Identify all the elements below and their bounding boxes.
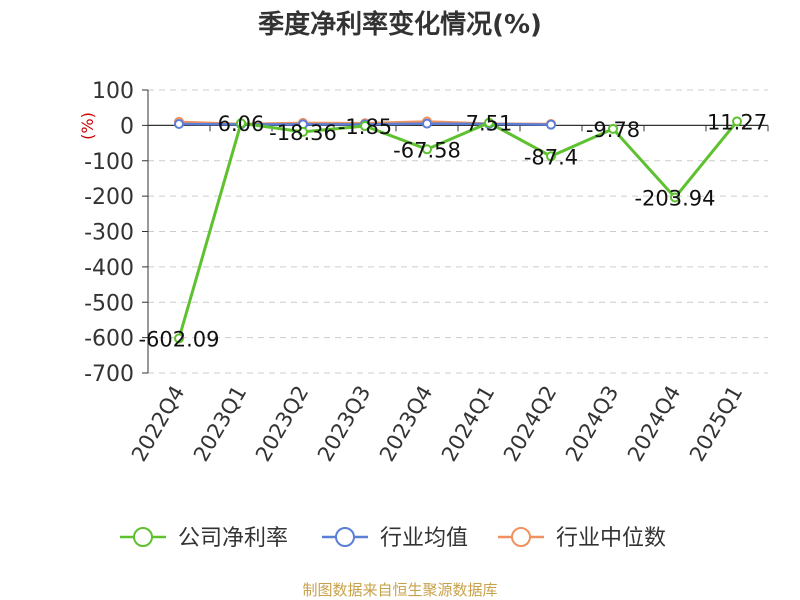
data-point	[546, 119, 556, 130]
x-tick-label: 2024Q3	[561, 382, 623, 466]
y-axis-label: (%)	[78, 112, 97, 140]
data-point	[732, 116, 742, 127]
x-tick-label: 2025Q1	[685, 382, 747, 466]
data-label: -203.94	[634, 187, 715, 211]
x-tick-label: 2023Q4	[375, 382, 437, 466]
y-tick-label: -700	[84, 362, 134, 387]
series-group	[174, 116, 742, 344]
legend-item[interactable]: 行业中位数	[498, 526, 666, 551]
y-tick-label: -400	[84, 256, 134, 281]
series-line-0	[177, 120, 739, 339]
legend-label: 行业中位数	[556, 526, 666, 551]
y-tick-label: 0	[120, 114, 134, 139]
legend-marker	[511, 527, 531, 547]
data-label: -87.4	[524, 145, 578, 169]
legend[interactable]: 公司净利率 行业均值 行业中位数	[120, 526, 666, 551]
data-point	[298, 126, 308, 137]
data-label: -1.85	[338, 115, 392, 139]
grid-lines	[148, 89, 768, 374]
data-label: 6.06	[218, 112, 265, 136]
data-point	[670, 192, 680, 203]
data-point	[236, 118, 246, 129]
x-tick-label: 2024Q1	[437, 382, 499, 466]
y-tick-label: -200	[84, 185, 134, 210]
data-point	[422, 118, 432, 129]
data-point	[422, 144, 432, 155]
data-labels: -602.09 6.06 -18.36 -1.85-67.587.51 -87.4 -9.…	[138, 110, 767, 351]
data-point	[608, 123, 618, 134]
y-tick-label: -300	[84, 221, 134, 246]
data-point	[174, 118, 184, 129]
x-tick-label: 2023Q1	[189, 382, 251, 466]
legend-item[interactable]: 行业均值	[322, 526, 468, 551]
x-axis: 2022Q4 2023Q1 2023Q2 2023Q3 2023Q4 2024Q1 2024…	[127, 124, 769, 466]
x-tick-label: 2024Q4	[623, 382, 685, 466]
y-tick-label: -100	[84, 150, 134, 175]
y-axis: 100 0 -100 -200 -300 -400 -500 -600 -700	[84, 79, 149, 387]
y-tick-label: 100	[92, 79, 134, 104]
source-note: 制图数据来自恒生聚源数据库	[302, 581, 497, 599]
y-tick-label: -600	[84, 327, 134, 352]
legend-item[interactable]: 公司净利率	[120, 526, 288, 551]
y-tick-label: -500	[84, 291, 134, 316]
data-label: -9.78	[586, 118, 640, 142]
data-label: -18.36	[269, 121, 337, 145]
x-tick-label: 2023Q2	[251, 382, 313, 466]
legend-label: 公司净利率	[178, 526, 288, 551]
data-label: 7.51	[466, 112, 513, 136]
legend-marker	[133, 527, 153, 547]
chart-title: 季度净利率变化情况(%)	[258, 9, 542, 40]
data-label: -602.09	[138, 327, 219, 351]
legend-label: 行业均值	[380, 526, 468, 551]
data-point	[546, 151, 556, 162]
data-label: 11.27	[707, 110, 767, 134]
x-tick-label: 2023Q3	[313, 382, 375, 466]
legend-marker	[335, 527, 355, 547]
data-point	[360, 121, 370, 132]
data-label: -67.58	[393, 138, 461, 162]
x-tick-label: 2022Q4	[127, 382, 189, 466]
x-tick-label: 2024Q2	[499, 382, 561, 466]
data-point	[174, 333, 184, 344]
data-point	[484, 117, 494, 128]
